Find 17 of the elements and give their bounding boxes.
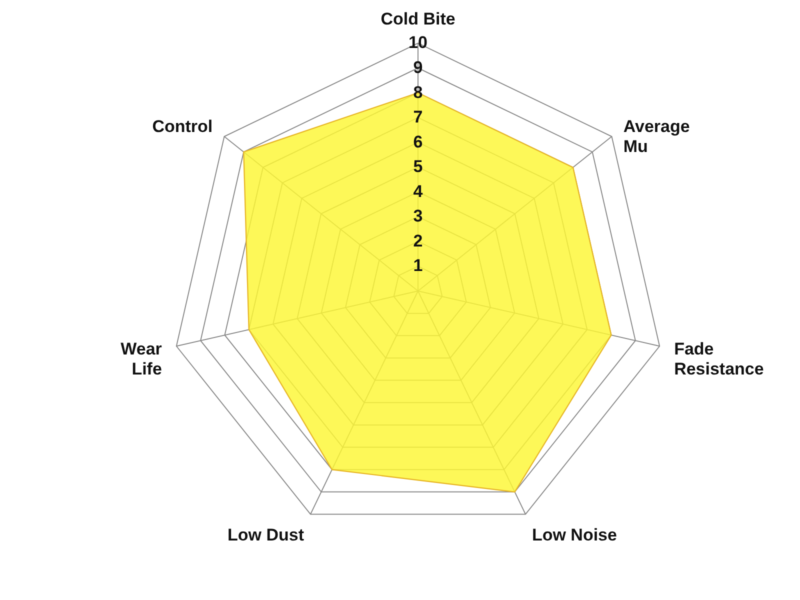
y-tick-label: 9 — [413, 58, 423, 77]
spoke-label: Low Noise — [532, 526, 617, 545]
y-tick-label: 2 — [413, 231, 423, 250]
y-tick-label: 1 — [413, 256, 423, 276]
y-tick-label: 3 — [413, 206, 423, 226]
y-tick-label: 7 — [413, 108, 423, 127]
spoke-label: Wear Life — [120, 339, 162, 378]
spoke-label: Low Dust — [228, 526, 304, 545]
y-tick-label: 10 — [408, 33, 428, 52]
spoke-label: Control — [152, 117, 213, 136]
spoke-label: Average Mu — [623, 117, 690, 156]
spoke-label: Fade Resistance — [674, 339, 764, 378]
y-tick-label: 5 — [413, 157, 423, 176]
y-tick-label: 4 — [413, 182, 424, 201]
y-tick-label: 6 — [413, 132, 423, 152]
y-tick-label: 8 — [413, 82, 423, 102]
spoke-label: Cold Bite — [380, 9, 456, 28]
